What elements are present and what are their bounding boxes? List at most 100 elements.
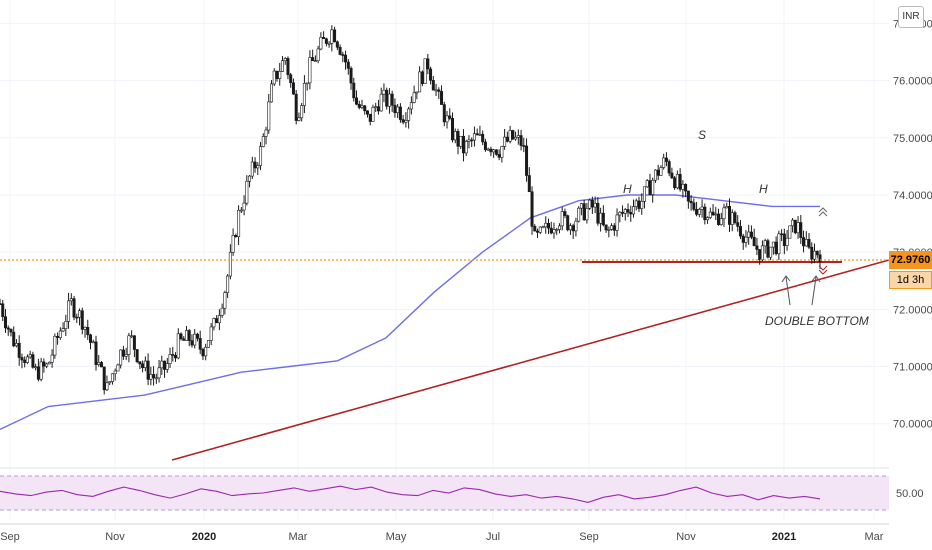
candle-body: [25, 356, 29, 363]
currency-button[interactable]: INR: [898, 6, 924, 28]
candle-body: [206, 340, 210, 348]
chevron-up-icon: [818, 207, 828, 217]
candle-body: [86, 326, 90, 336]
candle-body: [522, 145, 526, 147]
candle-body: [121, 349, 125, 357]
candle-body: [36, 366, 40, 380]
candle-body: [110, 373, 114, 382]
candle-body: [585, 208, 589, 221]
candle-body: [418, 71, 422, 93]
candle-body: [99, 362, 103, 368]
candle-body: [223, 292, 227, 309]
candle-body: [97, 362, 101, 365]
trendline[interactable]: [171, 259, 890, 461]
candle-body: [774, 241, 778, 255]
candle-body: [549, 227, 553, 234]
candle-body: [815, 250, 819, 256]
candle-body: [305, 82, 309, 85]
candle-body: [769, 246, 773, 258]
candle-body: [492, 149, 496, 153]
last-price-tag: 72.9760: [889, 251, 932, 269]
candle-body: [426, 58, 430, 70]
candle-body: [83, 326, 87, 330]
candle-body: [176, 333, 180, 359]
candle-body: [648, 180, 652, 195]
candle-body: [505, 136, 509, 142]
candle-body: [601, 212, 605, 226]
candle-body: [656, 169, 660, 176]
candle-body: [50, 354, 54, 363]
candle-body: [316, 48, 320, 61]
candle-body: [163, 360, 167, 370]
time-tick-label: Nov: [105, 531, 125, 543]
candle-body: [220, 307, 224, 316]
candle-body: [516, 135, 520, 138]
candle-body: [651, 179, 655, 195]
candle-body: [124, 354, 128, 357]
candle-body: [132, 335, 136, 350]
candle-body: [582, 203, 586, 221]
candle-body: [730, 212, 734, 225]
double-bottom-label: DOUBLE BOTTOM: [765, 314, 869, 328]
candles: [0, 25, 822, 395]
time-axis[interactable]: Sep Nov 2020 Mar May Jul Sep Nov 2021 Mar: [0, 523, 889, 543]
candle-body: [437, 89, 441, 92]
candle-body: [640, 200, 644, 209]
candle-body: [470, 139, 474, 142]
candle-body: [349, 68, 353, 84]
candle-body: [472, 133, 476, 141]
candle-body: [302, 83, 306, 106]
candle-body: [727, 206, 731, 225]
candle-body: [758, 249, 762, 261]
candle-body: [9, 328, 13, 333]
candle-body: [736, 222, 740, 227]
candle-body: [259, 146, 263, 166]
candle-body: [23, 359, 27, 363]
candle-body: [201, 348, 205, 357]
candle-body: [209, 326, 213, 341]
candle-body: [184, 330, 188, 341]
candle-body: [193, 333, 197, 346]
candle-body: [390, 93, 394, 106]
candle-body: [791, 219, 795, 227]
candle-body: [807, 239, 811, 248]
candle-body: [242, 202, 246, 211]
candle-body: [195, 333, 199, 339]
candle-body: [34, 366, 38, 369]
candle-body: [174, 355, 178, 359]
arrow-icon: [781, 275, 821, 306]
time-tick-label: Jul: [486, 531, 500, 543]
candle-body: [481, 133, 485, 143]
candle-body: [747, 231, 751, 238]
price-tick-label: 70.0000: [893, 419, 932, 431]
candle-body: [160, 360, 164, 369]
candle-body: [272, 70, 276, 85]
candle-body: [245, 180, 249, 204]
candle-body: [788, 225, 792, 239]
candle-body: [138, 361, 142, 365]
candle-body: [250, 161, 254, 177]
candle-body: [385, 89, 389, 107]
candle-body: [261, 136, 265, 147]
candle-body: [802, 237, 806, 247]
candle-body: [813, 250, 817, 260]
candle-body: [571, 225, 575, 232]
candle-body: [453, 131, 457, 141]
chevron-down-icon: [818, 265, 828, 275]
time-tick-label: Mar: [865, 531, 884, 543]
candle-body: [793, 219, 797, 234]
candle-body: [538, 226, 542, 233]
candle-body: [382, 89, 386, 95]
candle-body: [143, 360, 147, 369]
candle-body: [429, 68, 433, 81]
candle-body: [78, 310, 82, 318]
candle-body: [670, 172, 674, 179]
price-tick-label: 74.0000: [893, 190, 932, 202]
candle-body: [577, 207, 581, 222]
candle-body: [692, 202, 696, 210]
candle-body: [527, 175, 531, 193]
candle-body: [28, 354, 32, 358]
candle-body: [324, 38, 328, 44]
candle-body: [653, 169, 657, 181]
